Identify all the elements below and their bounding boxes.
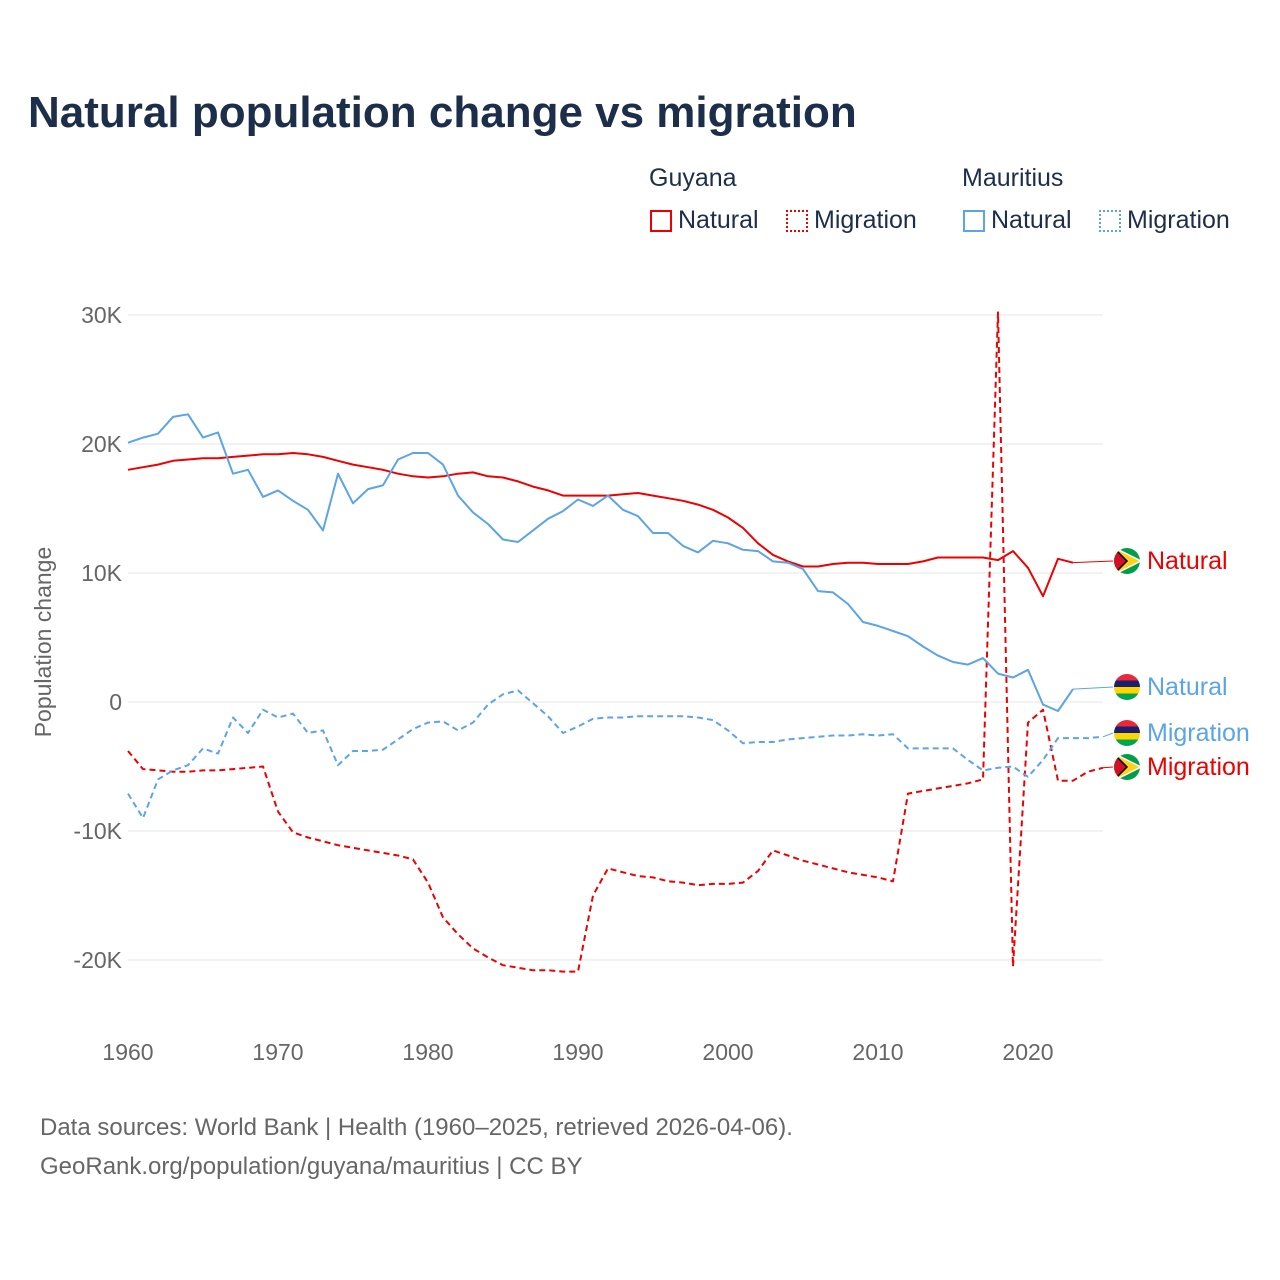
legend-label: Natural xyxy=(991,206,1072,234)
footer-link[interactable]: GeoRank.org/population/guyana/mauritius … xyxy=(40,1153,583,1180)
legend-group-guyana: Guyana xyxy=(649,164,737,192)
y-axis-label: Population change xyxy=(30,547,56,738)
label-connector xyxy=(1072,560,1114,564)
flag-stripe xyxy=(1114,720,1140,727)
legend-swatch-dotted-blue xyxy=(1099,209,1121,232)
flag-guyana-icon xyxy=(1114,548,1140,574)
flag-body xyxy=(1114,548,1140,574)
flag-body xyxy=(1114,674,1140,700)
flag-body xyxy=(1114,754,1140,780)
x-tick-label: 1990 xyxy=(552,1039,603,1065)
label-connector xyxy=(1102,766,1114,769)
x-tick-label: 1980 xyxy=(402,1039,453,1065)
flag-stripe xyxy=(1114,680,1140,688)
flag-red-triangle xyxy=(1114,754,1129,780)
legend-label: Natural xyxy=(678,206,759,234)
flag-mauritius-icon xyxy=(1114,674,1140,700)
end-label: Natural xyxy=(1147,673,1228,701)
series-line-mauritius-natural xyxy=(127,413,1074,712)
flag-stripe xyxy=(1114,674,1140,681)
chart-title: Natural population change vs migration xyxy=(28,88,857,137)
legend-mauritius-natural[interactable]: Natural xyxy=(963,206,1072,235)
flag-stripe xyxy=(1114,733,1140,740)
footer: Data sources: World Bank | Health (1960–… xyxy=(40,1108,793,1186)
label-connector xyxy=(1072,686,1114,690)
flag-stripe xyxy=(1114,726,1140,734)
x-tick-label: 2010 xyxy=(852,1039,903,1065)
series-line-mauritius-migration xyxy=(127,689,1104,820)
x-tick-label: 2020 xyxy=(1002,1039,1053,1065)
legend-guyana-migration[interactable]: Migration xyxy=(786,206,917,235)
legend-label: Migration xyxy=(814,206,917,234)
legend-swatch-solid-red xyxy=(650,209,672,232)
y-tick-label: -10K xyxy=(73,818,122,844)
label-connector xyxy=(1102,732,1114,738)
series-line-guyana-migration xyxy=(127,311,1104,973)
y-tick-label: 0 xyxy=(109,689,122,715)
footer-sources: Data sources: World Bank | Health (1960–… xyxy=(40,1114,793,1141)
y-tick-label: -20K xyxy=(73,947,122,973)
x-tick-label: 1960 xyxy=(102,1039,153,1065)
legend-swatch-solid-blue xyxy=(963,209,985,232)
y-tick-label: 10K xyxy=(81,560,123,586)
end-label: Migration xyxy=(1147,719,1250,747)
flag-guyana-icon xyxy=(1114,754,1140,780)
flag-stripe xyxy=(1114,687,1140,694)
x-tick-label: 1970 xyxy=(252,1039,303,1065)
legend-swatch-dotted-red xyxy=(786,209,808,232)
y-tick-label: 30K xyxy=(81,302,123,328)
flag-red-triangle xyxy=(1114,548,1129,574)
legend-guyana-natural[interactable]: Natural xyxy=(650,206,759,235)
flag-body xyxy=(1114,720,1140,746)
flag-mauritius-icon xyxy=(1114,720,1140,746)
legend-label: Migration xyxy=(1127,206,1230,234)
flag-stripe xyxy=(1114,693,1140,700)
end-label: Natural xyxy=(1147,547,1228,575)
series-line-guyana-natural xyxy=(127,452,1074,598)
flag-stripe xyxy=(1114,739,1140,746)
legend-group-mauritius: Mauritius xyxy=(962,164,1064,192)
y-tick-label: 20K xyxy=(81,431,123,457)
legend-mauritius-migration[interactable]: Migration xyxy=(1099,206,1230,235)
x-tick-label: 2000 xyxy=(702,1039,753,1065)
end-label: Migration xyxy=(1147,753,1250,781)
